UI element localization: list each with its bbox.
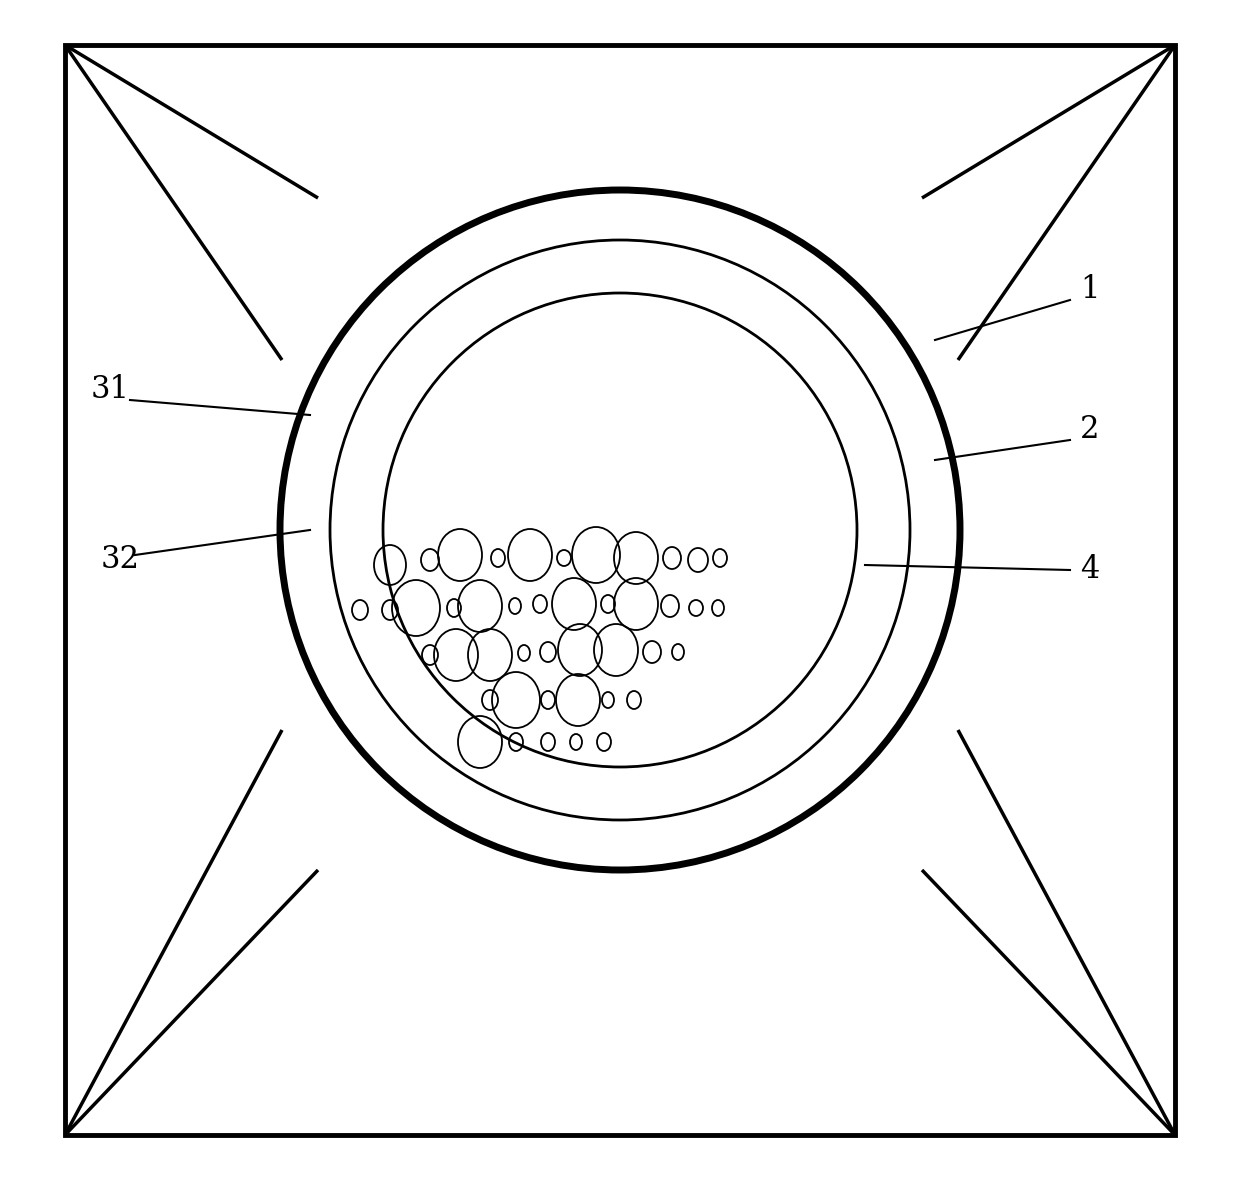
Text: 2: 2 (1080, 415, 1100, 445)
Text: 32: 32 (100, 544, 139, 575)
Text: 1: 1 (1080, 274, 1100, 306)
Bar (64, 45, 1176, 1135)
Text: 31: 31 (91, 374, 129, 405)
Text: 4: 4 (1080, 555, 1100, 586)
